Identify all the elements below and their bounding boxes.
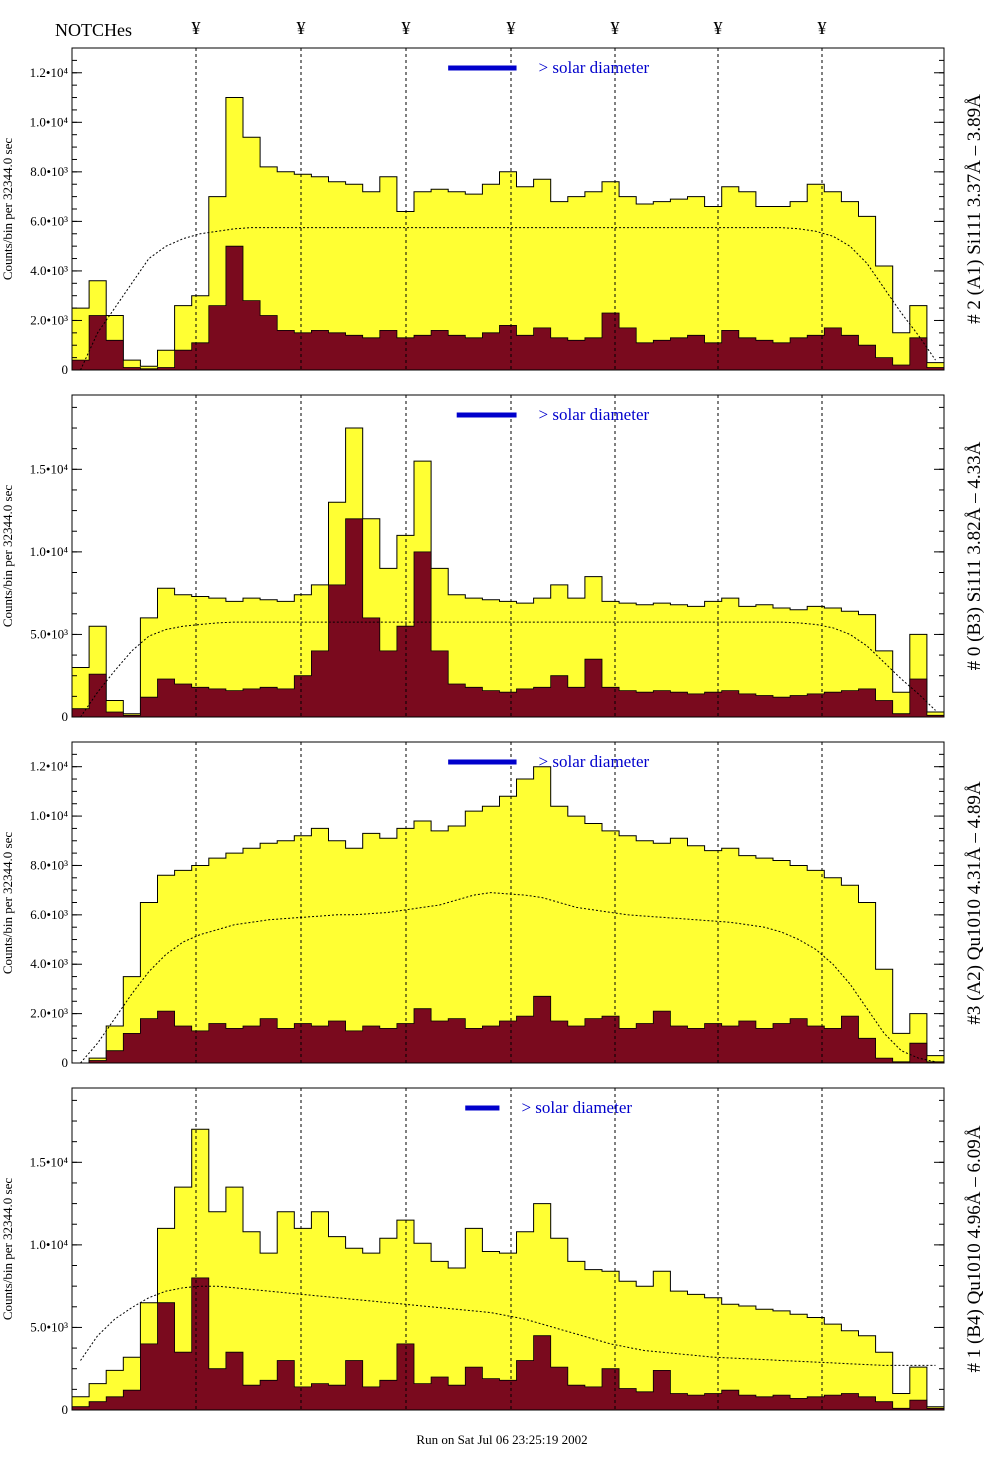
- ytick-label: 2.0•10³: [30, 1006, 68, 1021]
- ytick-label: 0: [62, 1402, 69, 1417]
- run-timestamp: Run on Sat Jul 06 23:25:19 2002: [416, 1432, 588, 1447]
- ytick-label: 5.0•10³: [30, 626, 68, 641]
- notches-label: NOTCHes: [55, 20, 132, 40]
- y-axis-label: Counts/bin per 32344.0 sec: [0, 138, 15, 280]
- notch-marker-7: ¥: [817, 18, 827, 38]
- ytick-label: 8.0•10³: [30, 857, 68, 872]
- ytick-label: 5.0•10³: [30, 1319, 68, 1334]
- panel-title: # 2 (A1) Si111 3.37Å – 3.89Å: [964, 94, 985, 324]
- ytick-label: 1.2•10⁴: [30, 759, 69, 774]
- ytick-label: 0: [62, 1055, 69, 1070]
- low-counts-histogram: [71, 518, 945, 718]
- ytick-label: 6.0•10³: [30, 907, 68, 922]
- y-axis-label: Counts/bin per 32344.0 sec: [0, 832, 15, 974]
- ytick-label: 0: [62, 362, 69, 377]
- high-counts-histogram: [71, 1128, 945, 1411]
- low-counts-histogram: [72, 995, 945, 1064]
- solar-diameter-label: > solar diameter: [521, 1098, 632, 1117]
- panel-1: 0 2.0•10³ 4.0•10³ 6.0•10³ 8.0•10³ 1.0•10⁴ 1.2•…: [0, 47, 985, 377]
- y-axis-label: Counts/bin per 32344.0 sec: [0, 485, 15, 627]
- solar-diameter-label: > solar diameter: [539, 405, 650, 424]
- high-counts-histogram: [72, 766, 945, 1064]
- solar-diameter-label: > solar diameter: [539, 58, 650, 77]
- ytick-label: 4.0•10³: [30, 263, 68, 278]
- ytick-label: 6.0•10³: [30, 213, 68, 228]
- panel-title: # 0 (B3) Si111 3.82Å – 4.33Å: [964, 441, 985, 670]
- ytick-label: 1.0•10⁴: [30, 1237, 69, 1252]
- notch-marker-5: ¥: [610, 18, 620, 38]
- panel-title: #3 (A2) Qu1010 4.31Å – 4.89Å: [964, 781, 985, 1025]
- plot-frame: [71, 1087, 945, 1411]
- high-counts-histogram: [71, 97, 945, 371]
- notch-marker-1: ¥: [191, 18, 201, 38]
- notch-marker-3: ¥: [401, 18, 411, 38]
- panel-title: # 1 (B4) Qu1010 4.96Å – 6.09Å: [964, 1125, 985, 1372]
- ytick-label: 1.0•10⁴: [30, 808, 69, 823]
- ytick-label: 4.0•10³: [30, 956, 68, 971]
- ytick-label: 2.0•10³: [30, 312, 68, 327]
- low-counts-histogram: [71, 245, 945, 371]
- notch-marker-6: ¥: [713, 18, 723, 38]
- ytick-label: 1.2•10⁴: [30, 65, 69, 80]
- plot-frame: [71, 394, 945, 718]
- panel-2: 0 5.0•10³ 1.0•10⁴ 1.5•10⁴ Counts/bin per 323…: [0, 394, 985, 724]
- ytick-label: 1.0•10⁴: [30, 114, 69, 129]
- ytick-label: 1.0•10⁴: [30, 544, 69, 559]
- model-curve: [80, 227, 936, 371]
- panel-4: 0 5.0•10³ 1.0•10⁴ 1.5•10⁴ Counts/bin per 323…: [0, 1087, 985, 1417]
- ytick-label: 0: [62, 709, 69, 724]
- model-curve: [80, 621, 936, 718]
- high-counts-histogram: [71, 427, 945, 718]
- y-axis-label: Counts/bin per 32344.0 sec: [0, 1178, 15, 1320]
- panel-3: 0 2.0•10³ 4.0•10³ 6.0•10³ 8.0•10³ 1.0•10⁴ 1.2•…: [0, 741, 985, 1070]
- solar-diameter-label: > solar diameter: [539, 752, 650, 771]
- notch-marker-4: ¥: [506, 18, 516, 38]
- ytick-label: 1.5•10⁴: [30, 1154, 69, 1169]
- low-counts-histogram: [71, 1277, 945, 1411]
- notch-marker-2: ¥: [296, 18, 306, 38]
- model-curve: [80, 1285, 936, 1366]
- ytick-label: 1.5•10⁴: [30, 461, 69, 476]
- ytick-label: 8.0•10³: [30, 164, 68, 179]
